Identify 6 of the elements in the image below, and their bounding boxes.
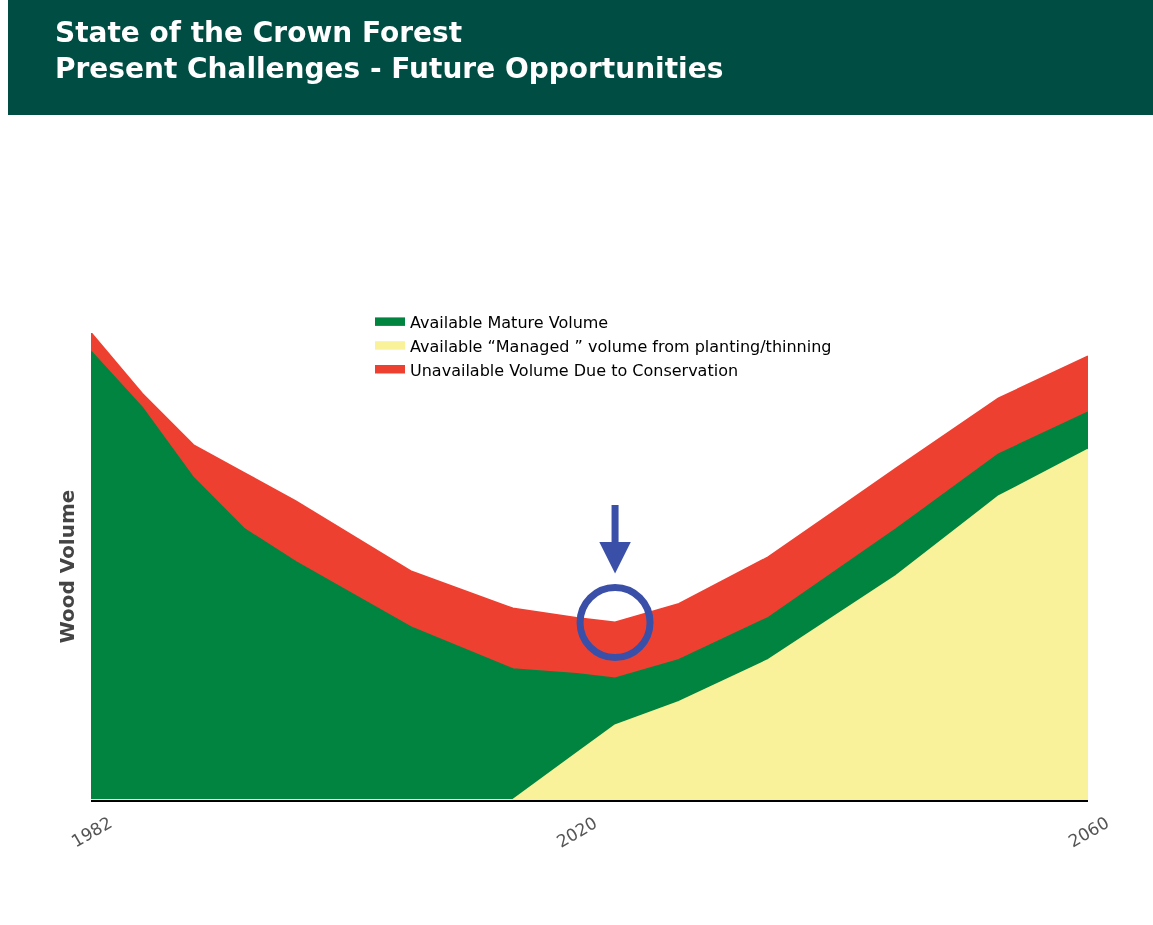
y-axis-title: Wood Volume xyxy=(54,489,79,644)
legend-label: Available “Managed ” volume from planting/thinning xyxy=(410,336,832,356)
legend-label: Available Mature Volume xyxy=(410,313,609,333)
chart-title: State of the Crown Forest xyxy=(55,15,463,49)
legend-label: Unavailable Volume Due to Conservation xyxy=(410,360,739,380)
chart-subtitle: Present Challenges - Future Opportunities xyxy=(55,52,724,86)
